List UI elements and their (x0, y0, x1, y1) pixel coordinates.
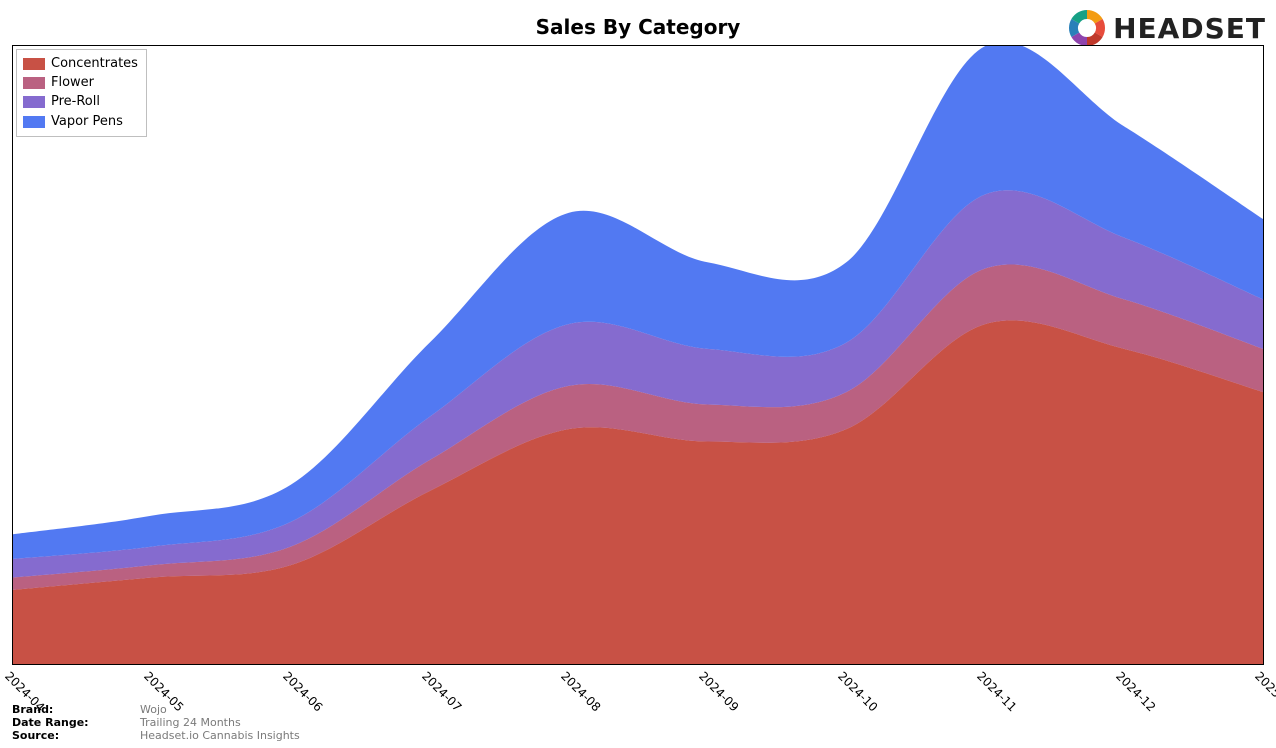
meta-label: Brand: (12, 703, 92, 716)
x-tick-label: 2024-10 (835, 669, 880, 714)
x-tick-label: 2024-09 (697, 669, 742, 714)
x-tick-label: 2024-11 (974, 669, 1019, 714)
headset-logo-icon (1067, 8, 1107, 48)
plot-area: ConcentratesFlowerPre-Roll Vapor Pens (12, 45, 1264, 665)
legend: ConcentratesFlowerPre-Roll Vapor Pens (16, 49, 147, 137)
meta-row: Date Range: Trailing 24 Months (12, 716, 300, 729)
legend-label: Pre-Roll (51, 93, 100, 111)
legend-swatch (23, 58, 45, 70)
x-tick-label: 2024-07 (419, 669, 464, 714)
x-tick-label: 2024-12 (1113, 669, 1158, 714)
legend-label: Flower (51, 74, 94, 92)
legend-label: Vapor Pens (51, 113, 123, 131)
meta-row: Source: Headset.io Cannabis Insights (12, 729, 300, 742)
brand-logo: HEADSET (1067, 8, 1266, 48)
brand-logo-text: HEADSET (1113, 12, 1266, 45)
legend-swatch (23, 77, 45, 89)
chart-container: Sales By Category HEADSET ConcentratesFl… (0, 0, 1276, 748)
x-tick-label: 2024-08 (558, 669, 603, 714)
legend-item-concentrates: Concentrates (23, 55, 138, 73)
meta-row: Brand: Wojo (12, 703, 300, 716)
legend-label: Concentrates (51, 55, 138, 73)
legend-swatch (23, 96, 45, 108)
legend-item-flower: Flower (23, 74, 138, 92)
legend-swatch (23, 116, 45, 128)
meta-label: Source: (12, 729, 92, 742)
chart-metadata: Brand:WojoDate Range:Trailing 24 MonthsS… (12, 703, 300, 743)
meta-value: Wojo (140, 703, 167, 716)
legend-item-vapor-pens: Vapor Pens (23, 113, 138, 131)
meta-value: Trailing 24 Months (140, 716, 241, 729)
meta-label: Date Range: (12, 716, 92, 729)
legend-item-pre-roll: Pre-Roll (23, 93, 138, 111)
meta-value: Headset.io Cannabis Insights (140, 729, 300, 742)
stacked-area-svg (13, 46, 1263, 664)
x-tick-label: 2025-01 (1252, 669, 1276, 714)
